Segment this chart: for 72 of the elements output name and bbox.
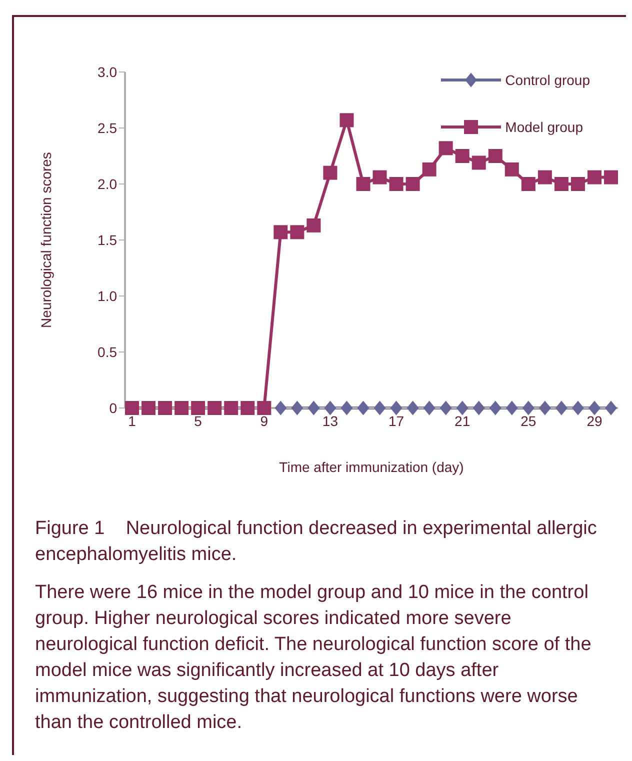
- y-tick-label: 0.5: [98, 344, 118, 360]
- point: [456, 400, 468, 416]
- point: [240, 401, 255, 415]
- point: [290, 225, 304, 240]
- point: [274, 400, 287, 416]
- y-tick-label: 1.5: [98, 232, 118, 248]
- x-tick-label: 17: [388, 412, 404, 429]
- point: [274, 225, 288, 240]
- x-axis-title: Time after immunization (day): [279, 459, 464, 475]
- point: [125, 401, 139, 415]
- point: [306, 218, 321, 232]
- x-tick-label: 5: [194, 412, 202, 429]
- point: [587, 170, 602, 184]
- x-tick-label: 25: [520, 412, 536, 429]
- point: [440, 400, 452, 416]
- point: [422, 162, 436, 176]
- point: [455, 149, 470, 163]
- y-tick-label: 1.0: [98, 288, 118, 304]
- point: [191, 401, 206, 415]
- text: There were 16 mice in the model group and 10 mice in the control group. Higher neurological scores indicated more severe neurological function deficit. The neurological function score of the model mice was significantly increased at 10 days after immunization, suggesting that neurological functions were worse than the controlled mice.: [35, 581, 592, 735]
- point: [521, 177, 536, 191]
- point: [224, 401, 238, 415]
- x-tick-label: 21: [454, 412, 470, 429]
- point: [604, 170, 618, 184]
- point: [142, 401, 156, 415]
- point: [158, 401, 172, 415]
- caption: Figure 1 Neurological function decreased in experimental allergic encephalomyelitis mice.: [35, 517, 598, 567]
- x-tick-label: 1: [128, 412, 136, 429]
- point: [538, 170, 552, 184]
- point: [423, 400, 436, 416]
- x-tick-label: 9: [260, 412, 268, 429]
- point: [506, 400, 518, 416]
- point: [406, 400, 419, 416]
- point: [588, 400, 600, 416]
- x-tick-label: 13: [322, 412, 338, 429]
- point: [570, 177, 585, 191]
- point: [572, 400, 584, 416]
- point: [174, 401, 189, 415]
- point: [504, 162, 519, 176]
- point: [323, 166, 338, 180]
- point: [538, 400, 551, 416]
- legend-label: Control group: [505, 72, 590, 88]
- point: [356, 177, 370, 191]
- y-tick-label: 2.0: [98, 176, 118, 192]
- point: [257, 401, 272, 415]
- point: [605, 400, 617, 416]
- point: [340, 400, 353, 416]
- point: [472, 156, 486, 170]
- point: [438, 141, 453, 156]
- y-tick-label: 2.5: [98, 120, 118, 136]
- point: [390, 400, 402, 416]
- point: [489, 400, 502, 416]
- point: [291, 400, 304, 416]
- point: [488, 149, 502, 163]
- point: [357, 400, 370, 416]
- point: [522, 400, 534, 416]
- point: [554, 177, 568, 191]
- point: [208, 401, 222, 415]
- point: [389, 177, 404, 191]
- point: [372, 170, 387, 184]
- x-tick-label: 29: [586, 412, 602, 429]
- point: [324, 400, 336, 416]
- point: [374, 400, 386, 416]
- y-axis-title: Neurological function scores: [38, 152, 54, 328]
- point: [555, 400, 568, 416]
- point: [308, 400, 320, 416]
- legend-label: Model group: [505, 118, 583, 134]
- point: [472, 400, 485, 416]
- point: [340, 113, 354, 128]
- y-tick-label: 3.0: [98, 64, 118, 80]
- y-tick-label: 0: [109, 400, 118, 416]
- point: [406, 177, 420, 191]
